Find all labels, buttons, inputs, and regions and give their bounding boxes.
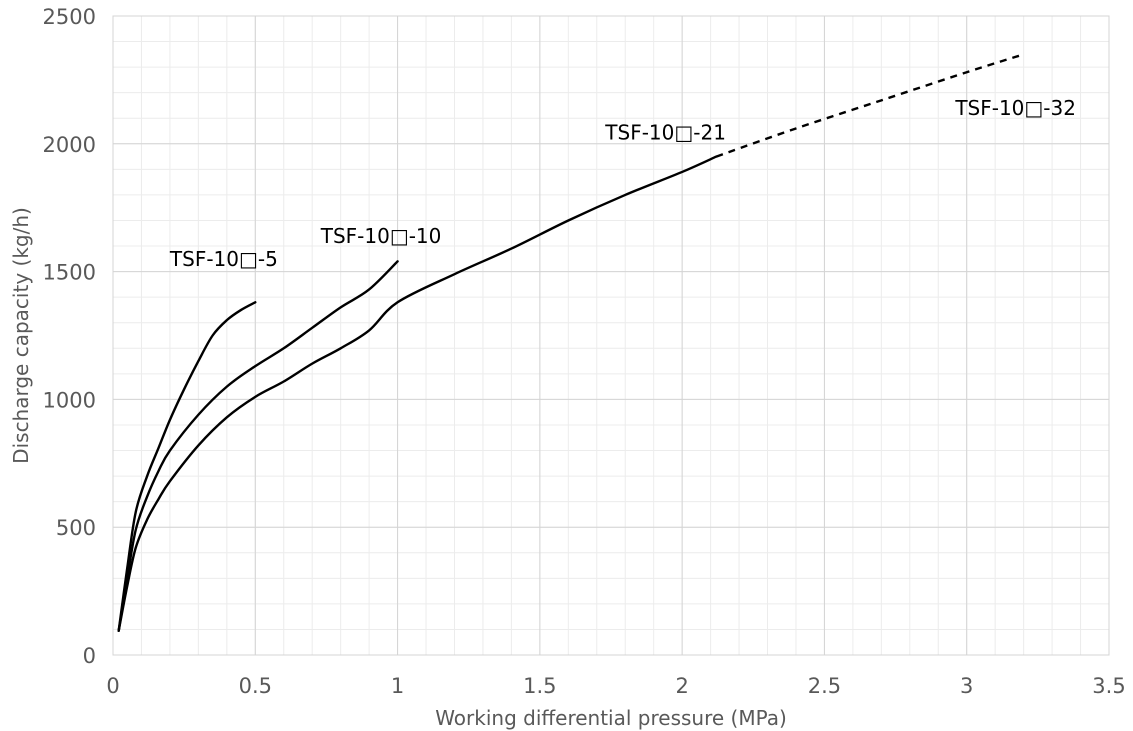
- y-axis-title: Discharge capacity (kg/h): [9, 207, 33, 464]
- series-label: TSF-10□-21: [604, 120, 726, 144]
- y-tick-label: 0: [83, 644, 96, 668]
- x-axis-tick-labels: 0 0.5 1 1.5 2 2.5 3 3.5: [106, 674, 1125, 698]
- x-tick-label: 3: [960, 674, 973, 698]
- y-tick-label: 1000: [43, 388, 96, 412]
- y-tick-label: 2000: [43, 133, 96, 157]
- series-label: TSF-10□-10: [320, 224, 442, 248]
- series-line-3: [117, 155, 718, 632]
- x-tick-label: 3.5: [1092, 674, 1125, 698]
- x-tick-label: 2: [675, 674, 688, 698]
- x-axis-title: Working differential pressure (MPa): [435, 706, 787, 730]
- series-label: TSF-10□-32: [954, 96, 1076, 120]
- x-tick-label: 1.5: [523, 674, 556, 698]
- series-lines: [117, 53, 1024, 632]
- y-tick-label: 2500: [43, 5, 96, 29]
- series-labels: TSF-10□-5 TSF-10□-10 TSF-10□-21 TSF-10□-32: [169, 96, 1076, 271]
- x-tick-label: 2.5: [808, 674, 841, 698]
- series-line-1: [117, 301, 257, 632]
- series-line-2: [117, 260, 399, 632]
- y-axis-tick-labels: 0 500 1000 1500 2000 2500: [43, 5, 96, 668]
- x-tick-label: 0: [106, 674, 119, 698]
- x-tick-label: 0.5: [239, 674, 272, 698]
- series-line-4: [715, 53, 1024, 158]
- series-label: TSF-10□-5: [169, 247, 278, 271]
- plot-area-border: [112, 15, 1110, 656]
- y-tick-label: 1500: [43, 261, 96, 285]
- y-tick-label: 500: [56, 516, 96, 540]
- x-tick-label: 1: [391, 674, 404, 698]
